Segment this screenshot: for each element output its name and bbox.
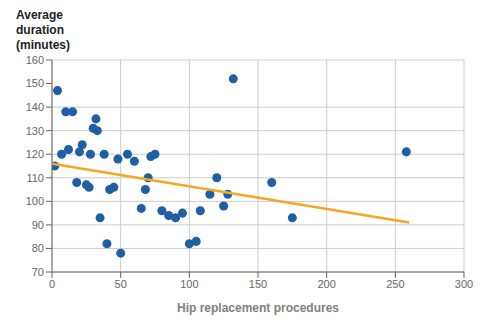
svg-text:90: 90 [32,219,44,231]
svg-text:100: 100 [180,278,198,290]
svg-text:300: 300 [455,278,473,290]
svg-text:160: 160 [26,54,44,66]
svg-text:150: 150 [249,278,267,290]
svg-text:50: 50 [115,278,127,290]
html-text:duration: duration [16,23,64,37]
svg-text:140: 140 [26,101,44,113]
svg-text:110: 110 [26,172,44,184]
html-text:(minutes): (minutes) [16,38,70,52]
svg-text:120: 120 [26,148,44,160]
svg-text:0: 0 [49,278,55,290]
svg-text:Hip replacement procedures: Hip replacement procedures [177,301,339,315]
svg-text:100: 100 [26,195,44,207]
html-text:Average: Average [16,8,63,22]
svg-text:250: 250 [386,278,404,290]
svg-text:80: 80 [32,242,44,254]
svg-text:200: 200 [317,278,335,290]
svg-text:130: 130 [26,125,44,137]
svg-text:70: 70 [32,266,44,278]
svg-text:150: 150 [26,77,44,89]
